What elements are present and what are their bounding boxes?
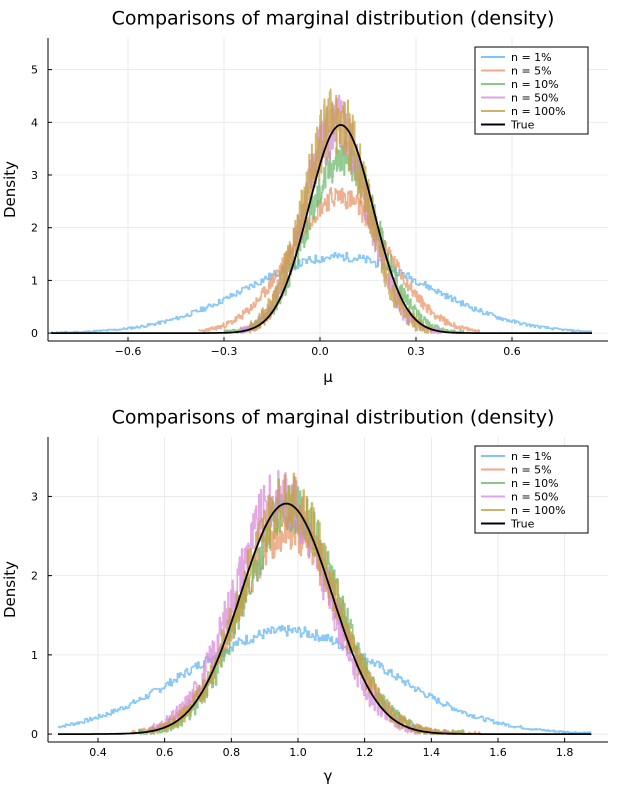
x-tick-label: 1.4 [423, 746, 441, 759]
series-line-1 [131, 516, 482, 735]
x-tick-label: 1.0 [289, 746, 307, 759]
legend-label: n = 1% [511, 51, 552, 64]
x-tick-label: 1.6 [489, 746, 507, 759]
legend-label: n = 5% [511, 65, 552, 78]
x-tick-label: 1.8 [556, 746, 574, 759]
series-line-5 [58, 502, 592, 735]
series-line-1 [198, 187, 481, 334]
series-line-4 [148, 472, 465, 735]
legend-label: n = 10% [511, 477, 559, 490]
y-axis-label: Density [1, 561, 19, 618]
x-tick-label: 1.2 [356, 746, 374, 759]
series-line-0 [58, 624, 592, 735]
y-tick-label: 2 [31, 570, 38, 583]
legend-box [474, 46, 589, 135]
legend-label: n = 100% [511, 105, 566, 118]
legend-box [474, 445, 589, 534]
legend-label: n = 50% [511, 491, 559, 504]
x-tick-label: 0.4 [89, 746, 107, 759]
legend: n = 1%n = 5%n = 10%n = 50%n = 100%True [474, 445, 589, 534]
x-tick-label: 0.0 [311, 345, 329, 358]
y-tick-label: 0 [31, 327, 38, 340]
y-tick-label: 3 [31, 490, 38, 503]
y-tick-label: 5 [31, 64, 38, 77]
legend-label: n = 100% [511, 504, 566, 517]
series-line-4 [249, 88, 433, 334]
y-tick-label: 1 [31, 649, 38, 662]
legend-label: True [510, 518, 535, 531]
series-line-0 [51, 251, 592, 334]
chart-title: Comparisons of marginal distribution (de… [112, 8, 555, 30]
y-tick-label: 3 [31, 169, 38, 182]
y-axis-label: Density [1, 161, 19, 218]
x-tick-label: 0.6 [503, 345, 521, 358]
legend: n = 1%n = 5%n = 10%n = 50%n = 100%True [474, 46, 589, 135]
legend-label: n = 50% [511, 92, 559, 105]
legend-label: n = 10% [511, 78, 559, 91]
series-group [58, 470, 592, 735]
series-group [51, 88, 592, 334]
y-tick-label: 4 [31, 116, 38, 129]
x-tick-label: −0.6 [115, 345, 142, 358]
x-axis-label: μ [323, 368, 333, 386]
legend-label: n = 5% [511, 464, 552, 477]
x-tick-label: 0.6 [156, 746, 174, 759]
x-tick-label: 0.3 [407, 345, 425, 358]
legend-label: True [510, 119, 535, 132]
series-line-5 [51, 124, 592, 334]
x-tick-label: −0.3 [211, 345, 238, 358]
y-tick-label: 1 [31, 274, 38, 287]
legend-label: n = 1% [511, 450, 552, 463]
chart-panel-bottom: Comparisons of marginal distribution (de… [1, 407, 608, 785]
x-tick-label: 0.8 [223, 746, 241, 759]
x-axis-label: γ [324, 767, 333, 785]
y-tick-label: 0 [31, 728, 38, 741]
y-tick-label: 2 [31, 222, 38, 235]
chart-title: Comparisons of marginal distribution (de… [112, 407, 555, 429]
chart-panel-top: Comparisons of marginal distribution (de… [1, 8, 608, 386]
